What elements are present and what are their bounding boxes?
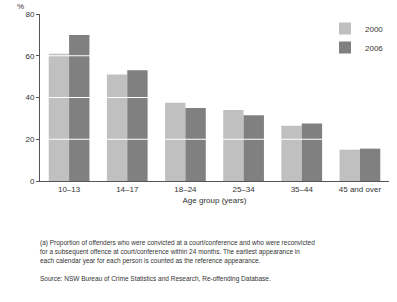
svg-text:40: 40	[25, 93, 34, 102]
svg-text:60: 60	[25, 52, 34, 61]
svg-text:2000: 2000	[365, 25, 383, 34]
svg-text:14–17: 14–17	[116, 185, 139, 194]
svg-text:10–13: 10–13	[58, 185, 81, 194]
svg-text:Source: NSW Bureau of Crime St: Source: NSW Bureau of Crime Statistics a…	[40, 275, 271, 283]
svg-text:0: 0	[30, 177, 35, 186]
svg-text:35–44: 35–44	[291, 185, 314, 194]
svg-text:80: 80	[25, 10, 34, 19]
svg-text:25–34: 25–34	[232, 185, 255, 194]
svg-text:(a) Proportion of offenders wh: (a) Proportion of offenders who were con…	[40, 239, 315, 247]
svg-text:for a subsequent offence at co: for a subsequent offence at court/confer…	[40, 248, 300, 256]
svg-text:2006: 2006	[365, 44, 383, 53]
svg-text:18–24: 18–24	[174, 185, 197, 194]
svg-text:20: 20	[25, 135, 34, 144]
svg-text:each calendar year for each pe: each calendar year for each person is co…	[40, 257, 261, 265]
svg-text:%: %	[17, 2, 24, 11]
svg-text:45 and over: 45 and over	[339, 185, 382, 194]
svg-text:Age group (years): Age group (years)	[182, 196, 246, 205]
